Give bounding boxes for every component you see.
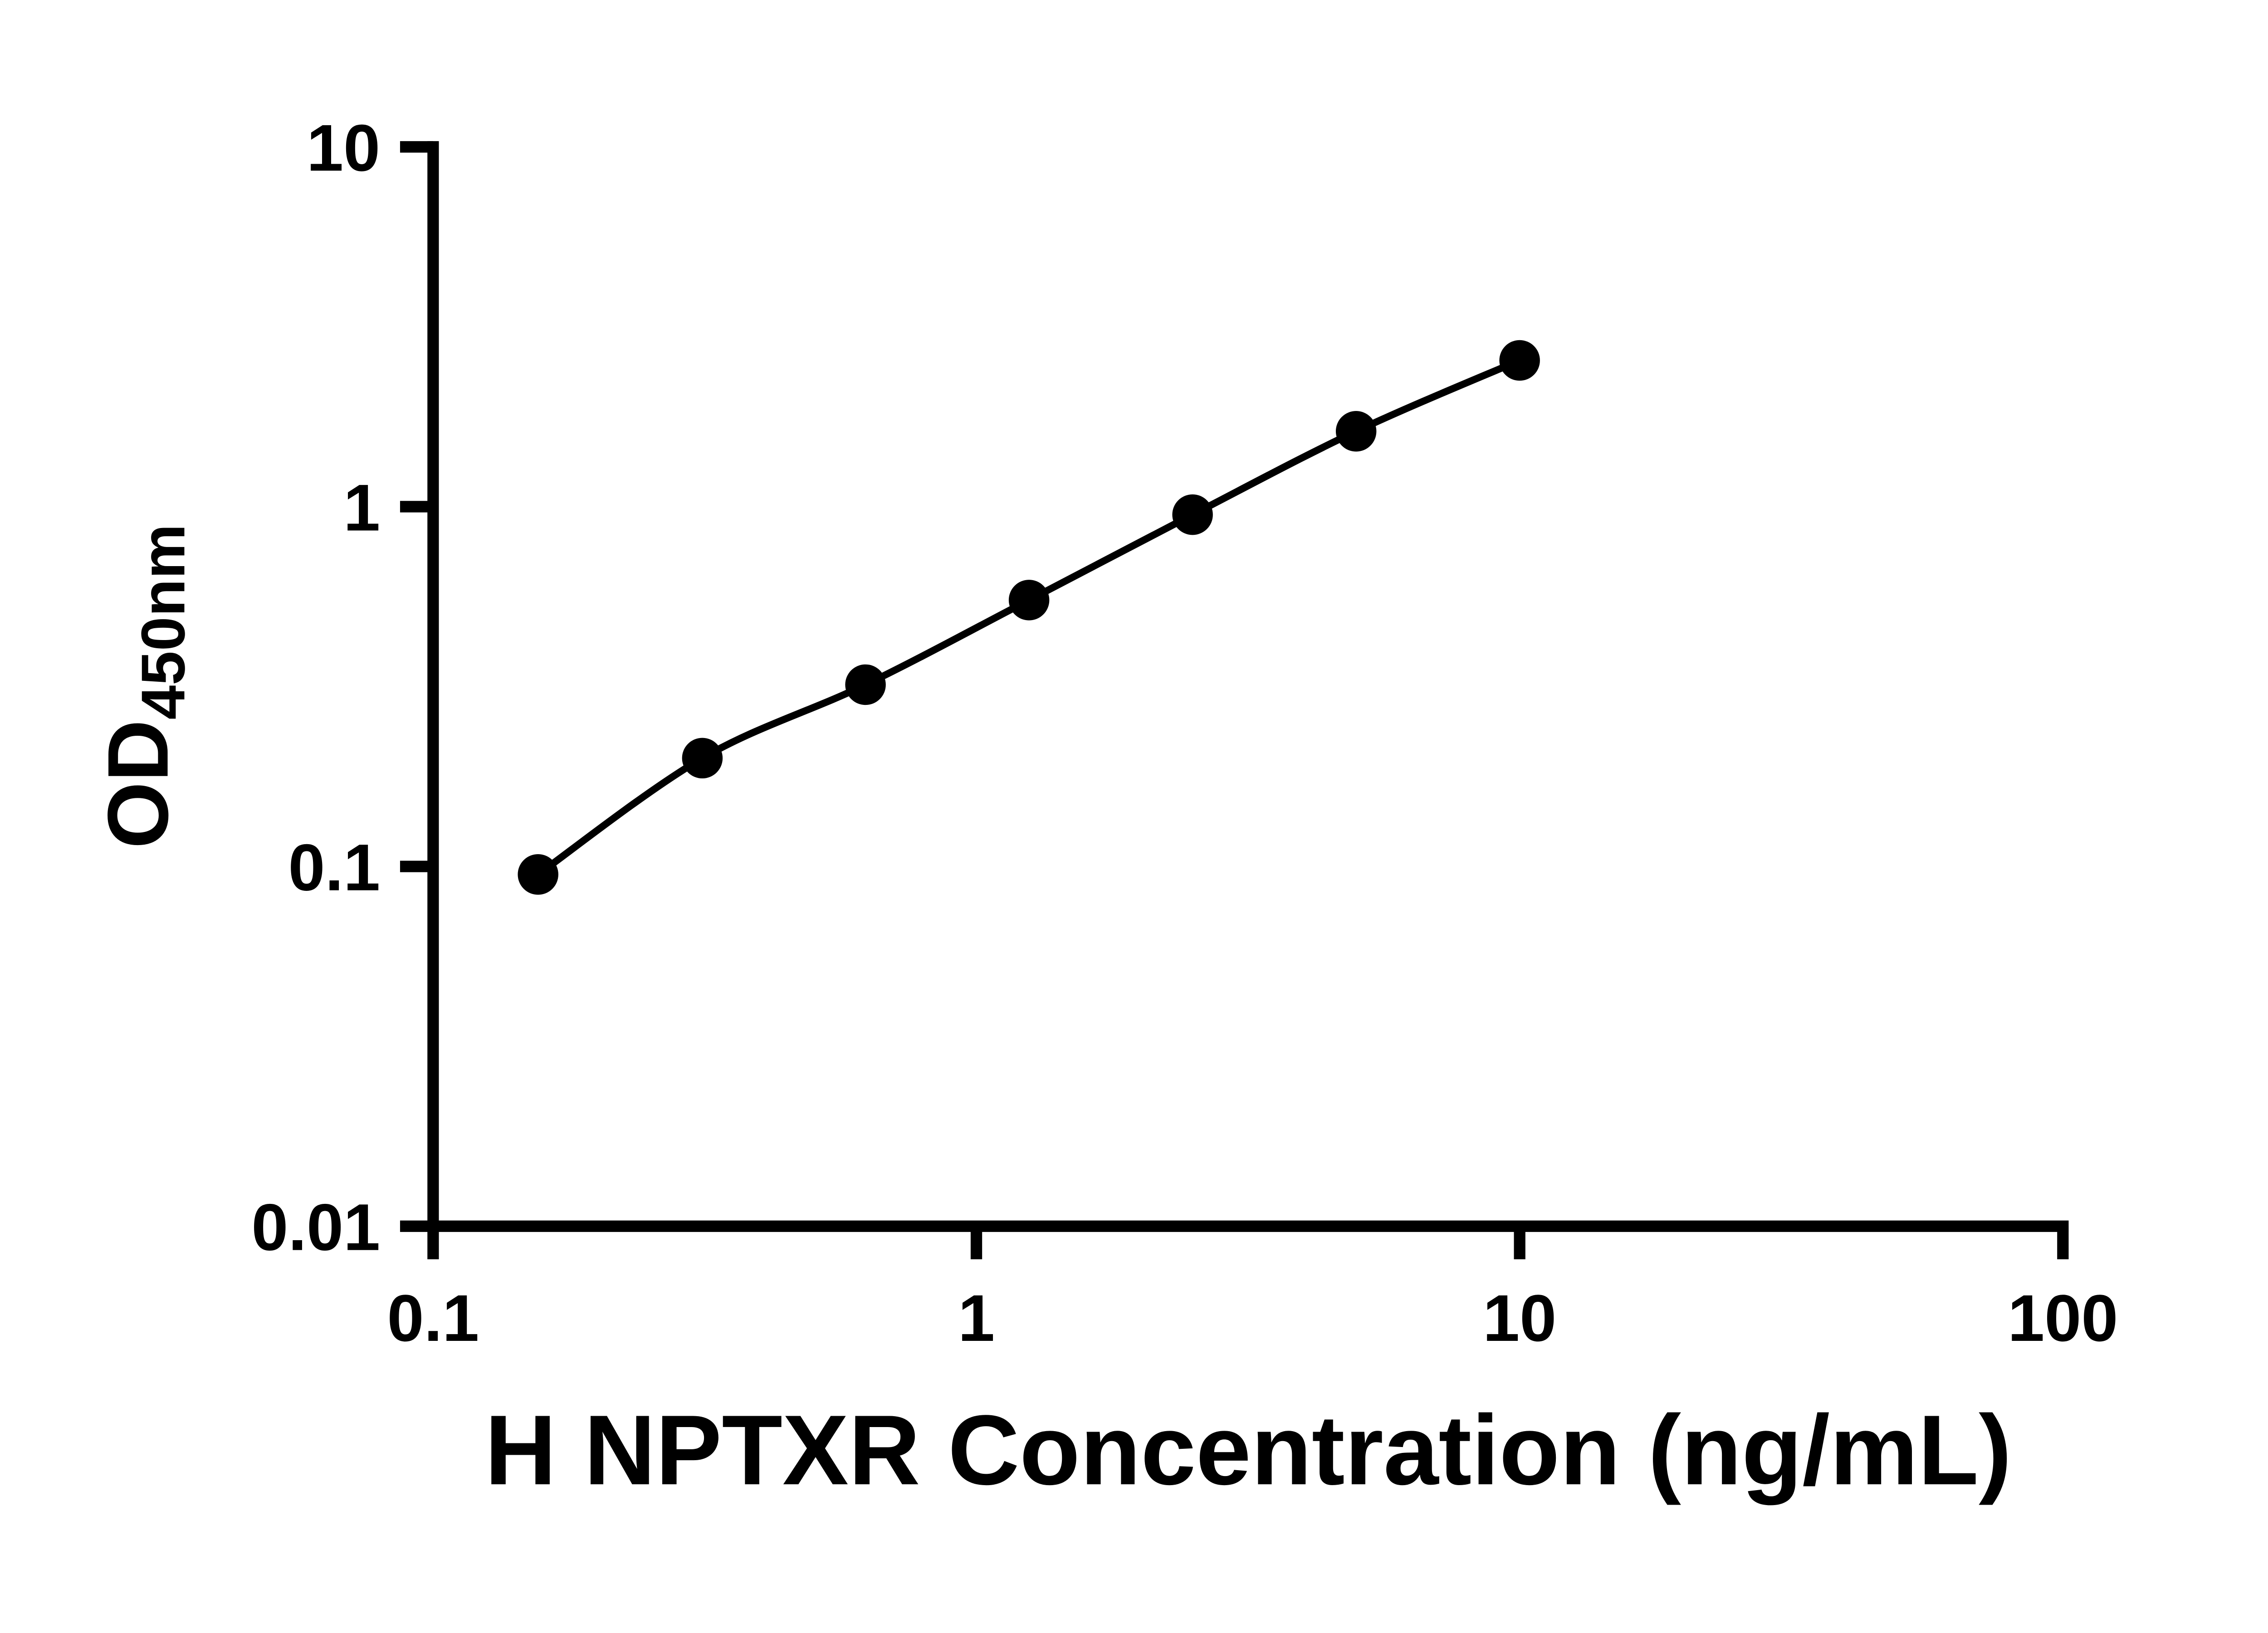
data-point-marker — [1008, 580, 1050, 621]
data-point-marker — [845, 664, 886, 705]
y-tick-label: 0.01 — [251, 1190, 380, 1264]
y-axis-title-main: OD — [90, 719, 186, 848]
data-point-marker — [1499, 340, 1540, 381]
x-axis-title: H NPTXR Concentration (ng/mL) — [485, 1395, 2012, 1506]
x-tick-label: 10 — [1483, 1281, 1556, 1355]
y-axis-title-subscript: 450nm — [128, 524, 197, 719]
data-point-marker — [518, 854, 558, 895]
y-tick-label: 0.1 — [288, 831, 380, 905]
elisa-standard-curve-figure: 0.1 1 10 100 0.01 0.1 1 10 H NPTXR Concentratio… — [90, 111, 2118, 1506]
y-tick-label: 1 — [343, 470, 380, 544]
x-tick-label: 1 — [958, 1281, 995, 1355]
x-tick-label: 0.1 — [387, 1281, 479, 1355]
data-point-marker — [682, 738, 723, 779]
y-axis-title: OD450nm — [90, 524, 198, 849]
data-point-marker — [1172, 494, 1213, 535]
data-point-marker — [1335, 411, 1377, 452]
x-tick-label: 100 — [2008, 1281, 2118, 1355]
y-tick-label: 10 — [307, 111, 380, 185]
chart-page: 0.1 1 10 100 0.01 0.1 1 10 H NPTXR Concentratio… — [90, 111, 2118, 1506]
